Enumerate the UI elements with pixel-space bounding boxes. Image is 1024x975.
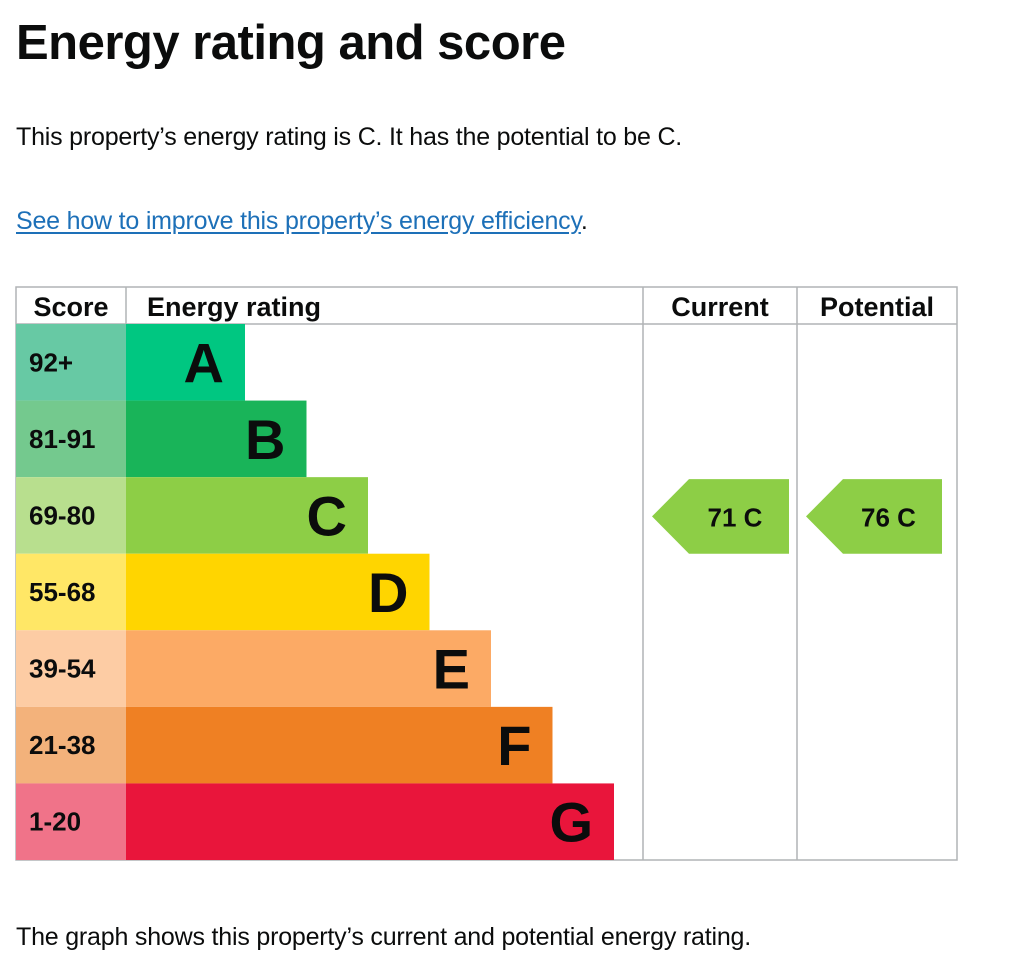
page-title: Energy rating and score (16, 16, 566, 70)
score-cell-d (16, 553, 126, 631)
current-rating-label: 71 C (708, 502, 763, 532)
link-suffix: . (580, 207, 588, 235)
band-letter-b: B (245, 408, 285, 471)
score-cell-e (16, 630, 126, 707)
score-cell-c (16, 477, 126, 554)
band-bar-e (126, 630, 491, 707)
score-label-b: 81-91 (29, 424, 96, 454)
score-label-d: 55-68 (29, 577, 96, 607)
score-label-e: 39-54 (29, 654, 96, 684)
score-cell-f (16, 706, 126, 784)
score-cell-a (16, 324, 126, 401)
band-letter-g: G (549, 791, 593, 854)
energy-rating-header: Energy rating (147, 292, 321, 322)
score-cell-g (16, 783, 126, 860)
band-bar-a (126, 324, 245, 401)
potential-rating-label: 76 C (861, 502, 916, 532)
band-bar-b (126, 400, 307, 478)
current-header: Current (671, 292, 769, 322)
potential-rating-arrow (806, 479, 942, 554)
potential-header: Potential (820, 292, 934, 322)
score-label-f: 21-38 (29, 730, 96, 760)
score-label-c: 69-80 (29, 500, 96, 530)
band-letter-c: C (307, 484, 347, 547)
score-cell-b (16, 400, 126, 478)
band-bar-c (126, 477, 368, 554)
score-header: Score (33, 292, 108, 322)
band-letter-e: E (433, 638, 470, 701)
current-rating-arrow (652, 479, 789, 554)
rating-summary: This property’s energy rating is C. It h… (16, 123, 683, 151)
band-letter-f: F (497, 714, 531, 777)
improve-link-line: See how to improve this property’s energ… (16, 204, 588, 238)
band-bar-d (126, 553, 430, 631)
band-letter-a: A (184, 331, 224, 394)
graph-description: The graph shows this property’s current … (16, 923, 751, 951)
band-letter-d: D (368, 561, 408, 624)
score-label-a: 92+ (29, 347, 73, 377)
improve-efficiency-link[interactable]: See how to improve this property’s energ… (16, 207, 581, 235)
band-bar-g (126, 783, 614, 860)
score-label-g: 1-20 (29, 807, 81, 837)
band-bar-f (126, 706, 553, 784)
